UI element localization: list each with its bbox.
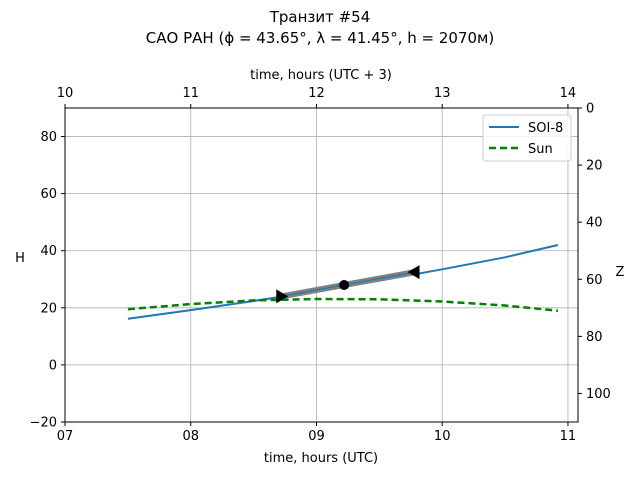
y-tick-label: 40	[40, 244, 57, 259]
y-tick-label: −20	[30, 416, 57, 431]
y-tick-label: 0	[49, 358, 57, 373]
y-tick-label: 80	[40, 130, 57, 145]
x-top-tick-label: 12	[308, 86, 325, 101]
x-axis-label: time, hours (UTC)	[264, 451, 378, 466]
x-top-tick-label: 14	[560, 86, 577, 101]
legend-label-sun: Sun	[528, 142, 553, 157]
y-axis-right-label: Z	[616, 265, 625, 280]
y-right-tick-label: 80	[586, 330, 603, 345]
series-line-sun	[127, 297, 559, 312]
x-tick-label: 07	[57, 429, 74, 444]
chart-title-line2: САО РАН (ϕ = 43.65°, λ = 41.45°, h = 207…	[146, 29, 494, 47]
plot-frame	[64, 107, 579, 423]
y-right-tick-label: 0	[586, 102, 594, 117]
x-tick-label: 11	[560, 429, 577, 444]
y-right-tick-label: 60	[586, 273, 603, 288]
x-tick-label: 10	[434, 429, 451, 444]
transit-start-marker	[276, 289, 289, 304]
x-top-tick-label: 11	[182, 86, 199, 101]
y-axis-label: H	[15, 251, 25, 266]
y-right-tick-label: 20	[586, 159, 603, 174]
transit-end-marker	[407, 265, 420, 280]
transit-layer	[276, 265, 420, 304]
y-tick-label: 60	[40, 187, 57, 202]
y-tick-label: 20	[40, 301, 57, 316]
transit-center-marker	[339, 279, 350, 290]
x-tick-label: 08	[182, 429, 199, 444]
x-axis-top-label: time, hours (UTC + 3)	[250, 68, 392, 83]
ticks: 07 08 09 10 11 10 11 12 13 14 −20 0 20 40 60 80 0 20 40 60 8…	[30, 86, 611, 444]
legend-label-soi8: SOI-8	[528, 121, 563, 136]
y-right-tick-label: 40	[586, 216, 603, 231]
x-tick-label: 09	[308, 429, 325, 444]
x-top-tick-label: 13	[434, 86, 451, 101]
legend: SOI-8 Sun	[482, 114, 572, 162]
x-top-tick-label: 10	[57, 86, 74, 101]
chart-title-line1: Транзит #54	[269, 8, 371, 26]
y-right-tick-label: 100	[586, 387, 611, 402]
